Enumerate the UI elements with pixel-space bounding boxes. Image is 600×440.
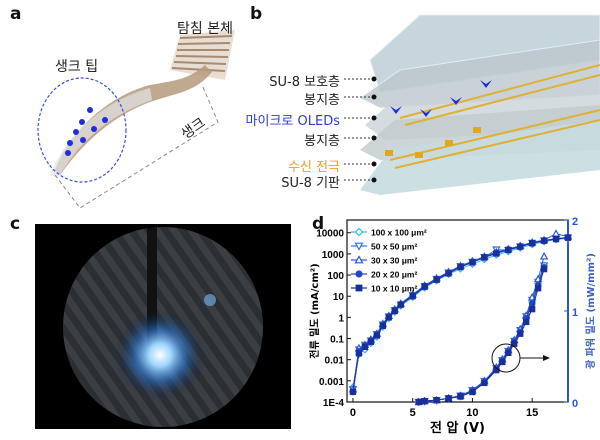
micro-oled-dots (65, 107, 108, 156)
power-point (523, 318, 530, 326)
current-point (517, 243, 524, 250)
legend-marker (355, 284, 363, 292)
legend-marker (354, 255, 364, 264)
layer-label-su8-protective: SU-8 보호층 (269, 75, 340, 90)
legend-label: 50 x 50 μm² (371, 242, 417, 252)
y-tick-label: 1 (338, 313, 344, 324)
current-point (469, 259, 476, 266)
panel-a-label: a (10, 4, 22, 24)
legend-label: 30 x 30 μm² (371, 256, 417, 266)
legend-label: 10 x 10 μm² (371, 284, 417, 294)
current-point (367, 338, 375, 345)
y-tick-label: 0.01 (325, 356, 345, 367)
current-point (481, 254, 488, 261)
current-point (349, 388, 357, 396)
y-tick-label: 10000 (316, 229, 344, 240)
current-point (397, 301, 404, 308)
legend-label: 20 x 20 μm² (371, 270, 417, 280)
current-point (391, 307, 398, 315)
arrow-head-icon (543, 355, 550, 361)
power-line (418, 268, 545, 403)
power-point (481, 379, 488, 387)
current-point (529, 240, 536, 247)
current-point (373, 332, 381, 339)
legend-marker (354, 242, 364, 251)
power-point (517, 330, 524, 337)
y2-tick-label: 1 (572, 307, 578, 319)
x-tick-label: 5 (410, 407, 416, 419)
current-point (361, 343, 369, 351)
power-point (534, 285, 542, 292)
x-axis-label: 전 압 (V) (430, 420, 485, 436)
current-point (409, 293, 416, 300)
current-point (540, 237, 548, 244)
current-point (552, 235, 560, 243)
current-point (564, 234, 572, 241)
power-point (505, 349, 512, 357)
current-point (457, 263, 464, 271)
y-tick-label: 100 (327, 271, 344, 282)
power-point (421, 397, 428, 405)
y-tick-label: 0.001 (319, 377, 344, 388)
y2-tick-label: 2 (572, 216, 578, 228)
layer-label-encapsulation-2: 봉지층 (304, 134, 340, 149)
current-point (445, 270, 452, 277)
power-point (457, 393, 464, 400)
power-point (415, 398, 422, 406)
panel-d-label: d (312, 214, 325, 234)
y2-axis-label: 광 파워 밀도 (mW/mm²) (584, 253, 597, 369)
power-point (433, 397, 440, 404)
panel-b-label: b (250, 4, 263, 24)
power-point (445, 395, 452, 402)
current-point (379, 322, 386, 329)
power-point (469, 388, 476, 396)
current-point (355, 350, 363, 357)
probe-body-pads (170, 30, 235, 80)
y-tick-label: 1E-4 (323, 398, 345, 409)
y-tick-label: 0.1 (330, 335, 344, 346)
shank-body (55, 65, 212, 175)
y-tick-label: 1000 (322, 250, 345, 261)
probe-body-label: 탐침 본체 (177, 21, 233, 37)
panel-c-label: c (10, 214, 21, 234)
layer-label-su8-substrate: SU-8 기판 (281, 176, 340, 191)
current-point (385, 314, 392, 321)
shank-bracket (54, 84, 219, 209)
power-point (539, 251, 549, 260)
shank-tip-highlight-circle (37, 77, 127, 183)
layer-label-receiver-electrode: 수신 전극 (288, 160, 340, 175)
x-tick-label: 0 (350, 407, 356, 419)
power-point (529, 306, 536, 313)
y-tick-label: 10 (333, 292, 345, 303)
current-point (505, 246, 512, 254)
y-axis-label: 전류 밀도 (mA/cm²) (308, 263, 321, 358)
x-tick-label: 10 (466, 407, 478, 419)
current-point (421, 283, 428, 290)
power-point (499, 358, 506, 366)
current-point (493, 250, 500, 257)
layer-leader-lines (344, 78, 372, 181)
x-tick-label: 15 (526, 407, 538, 419)
current-point (433, 276, 440, 283)
shank-tip-label: 생크 팁 (55, 59, 99, 75)
power-point (540, 265, 548, 273)
y2-tick-label: 0 (572, 398, 578, 410)
layer-label-micro-oleds: 마이크로 OLEDs (245, 114, 340, 129)
legend-marker (355, 270, 363, 278)
current-point (551, 229, 561, 237)
legend-marker (354, 227, 364, 237)
legend-label: 100 x 100 μm² (371, 228, 427, 238)
layer-label-encapsulation-1: 봉지층 (304, 93, 340, 108)
